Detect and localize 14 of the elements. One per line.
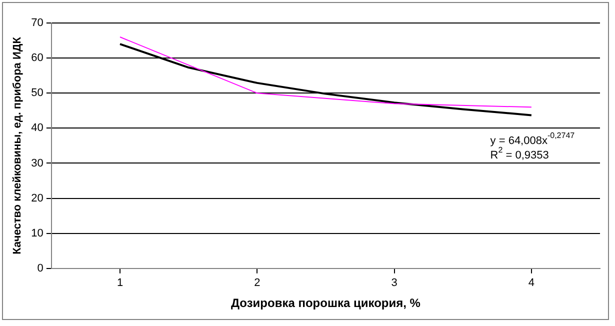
y-axis-title: Качество клейковины, ед. прибора ИДК (12, 36, 24, 254)
y-tick-label: 0 (37, 262, 44, 274)
y-tick-label: 10 (31, 227, 44, 240)
y-tick-label: 50 (31, 87, 44, 100)
x-tick-label: 1 (116, 277, 124, 290)
y-tick-label: 70 (31, 17, 44, 30)
x-axis-title: Дозировка порошка цикория, % (230, 296, 421, 310)
y-tick-label: 30 (31, 157, 44, 170)
y-tick-label: 60 (31, 52, 44, 64)
y-tick-label: 20 (31, 192, 44, 204)
x-tick-label: 4 (528, 277, 534, 290)
x-tick-label: 3 (391, 277, 398, 290)
y-tick-label: 40 (31, 122, 44, 134)
x-tick-label: 2 (254, 277, 260, 290)
